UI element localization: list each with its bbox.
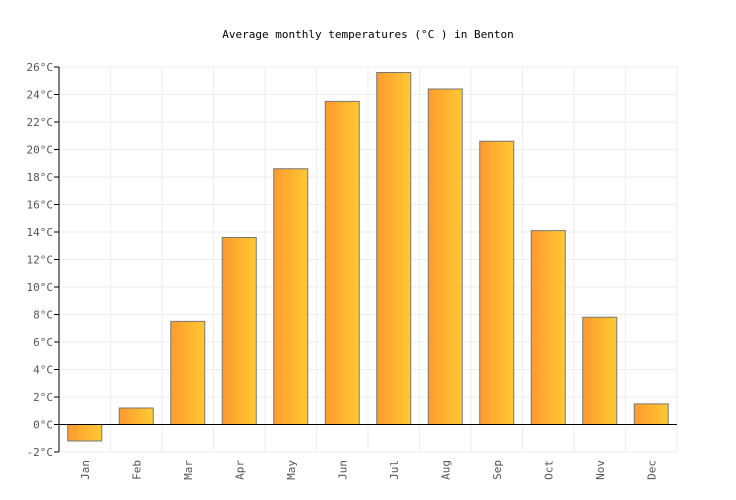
y-tick-label: 16°C [27,199,54,212]
y-tick-label: 8°C [33,309,53,322]
x-tick-label: Oct [542,460,555,480]
bar-may [273,168,309,425]
y-tick-label: 0°C [33,419,53,432]
bar-jan [67,424,103,442]
bar-jun [324,100,360,425]
x-tick-label: Jul [388,460,401,480]
y-tick-label: 2°C [33,391,53,404]
x-tick-label: Mar [182,460,195,480]
y-tick-label: 14°C [27,226,54,239]
y-axis-labels: -2°C 0°C 2°C 4°C 6°C 8°C 10°C 12°C 14°C 16°C 18°C 2… [27,61,54,459]
y-tick-label: 22°C [27,116,54,129]
x-tick-label: Jun [336,460,349,480]
y-tick-label: 20°C [27,144,54,157]
y-tick-label: 10°C [27,281,54,294]
bar-feb [118,407,154,425]
x-tick-label: Nov [594,460,607,480]
axes [54,66,677,453]
chart-title: Average monthly temperatures (°C ) in Be… [222,28,513,41]
bar-dec [633,403,669,425]
x-tick-label: May [285,460,298,480]
y-tick-label: 26°C [27,61,54,74]
y-tick-label: 12°C [27,254,54,267]
bar-mar [170,320,206,425]
y-tick-label: 4°C [33,364,53,377]
bar-aug [427,88,463,425]
x-tick-label: Jan [79,460,92,480]
y-tick-label: -2°C [27,446,54,459]
grid [58,66,678,453]
x-axis-labels: Jan Feb Mar Apr May Jun Jul Aug Sep Oct Nov Dec [79,460,659,480]
bars [67,72,669,442]
x-tick-label: Sep [491,460,504,480]
y-tick-label: 18°C [27,171,54,184]
bar-nov [582,316,618,425]
y-tick-label: 6°C [33,336,53,349]
x-tick-label: Dec [645,460,658,480]
bar-apr [221,237,257,425]
y-tick-label: 24°C [27,89,54,102]
bar-sep [479,140,515,425]
x-tick-label: Apr [233,460,246,480]
x-tick-label: Aug [439,460,452,480]
bar-oct [530,230,566,425]
bar-jul [376,72,412,425]
x-tick-label: Feb [130,460,143,480]
